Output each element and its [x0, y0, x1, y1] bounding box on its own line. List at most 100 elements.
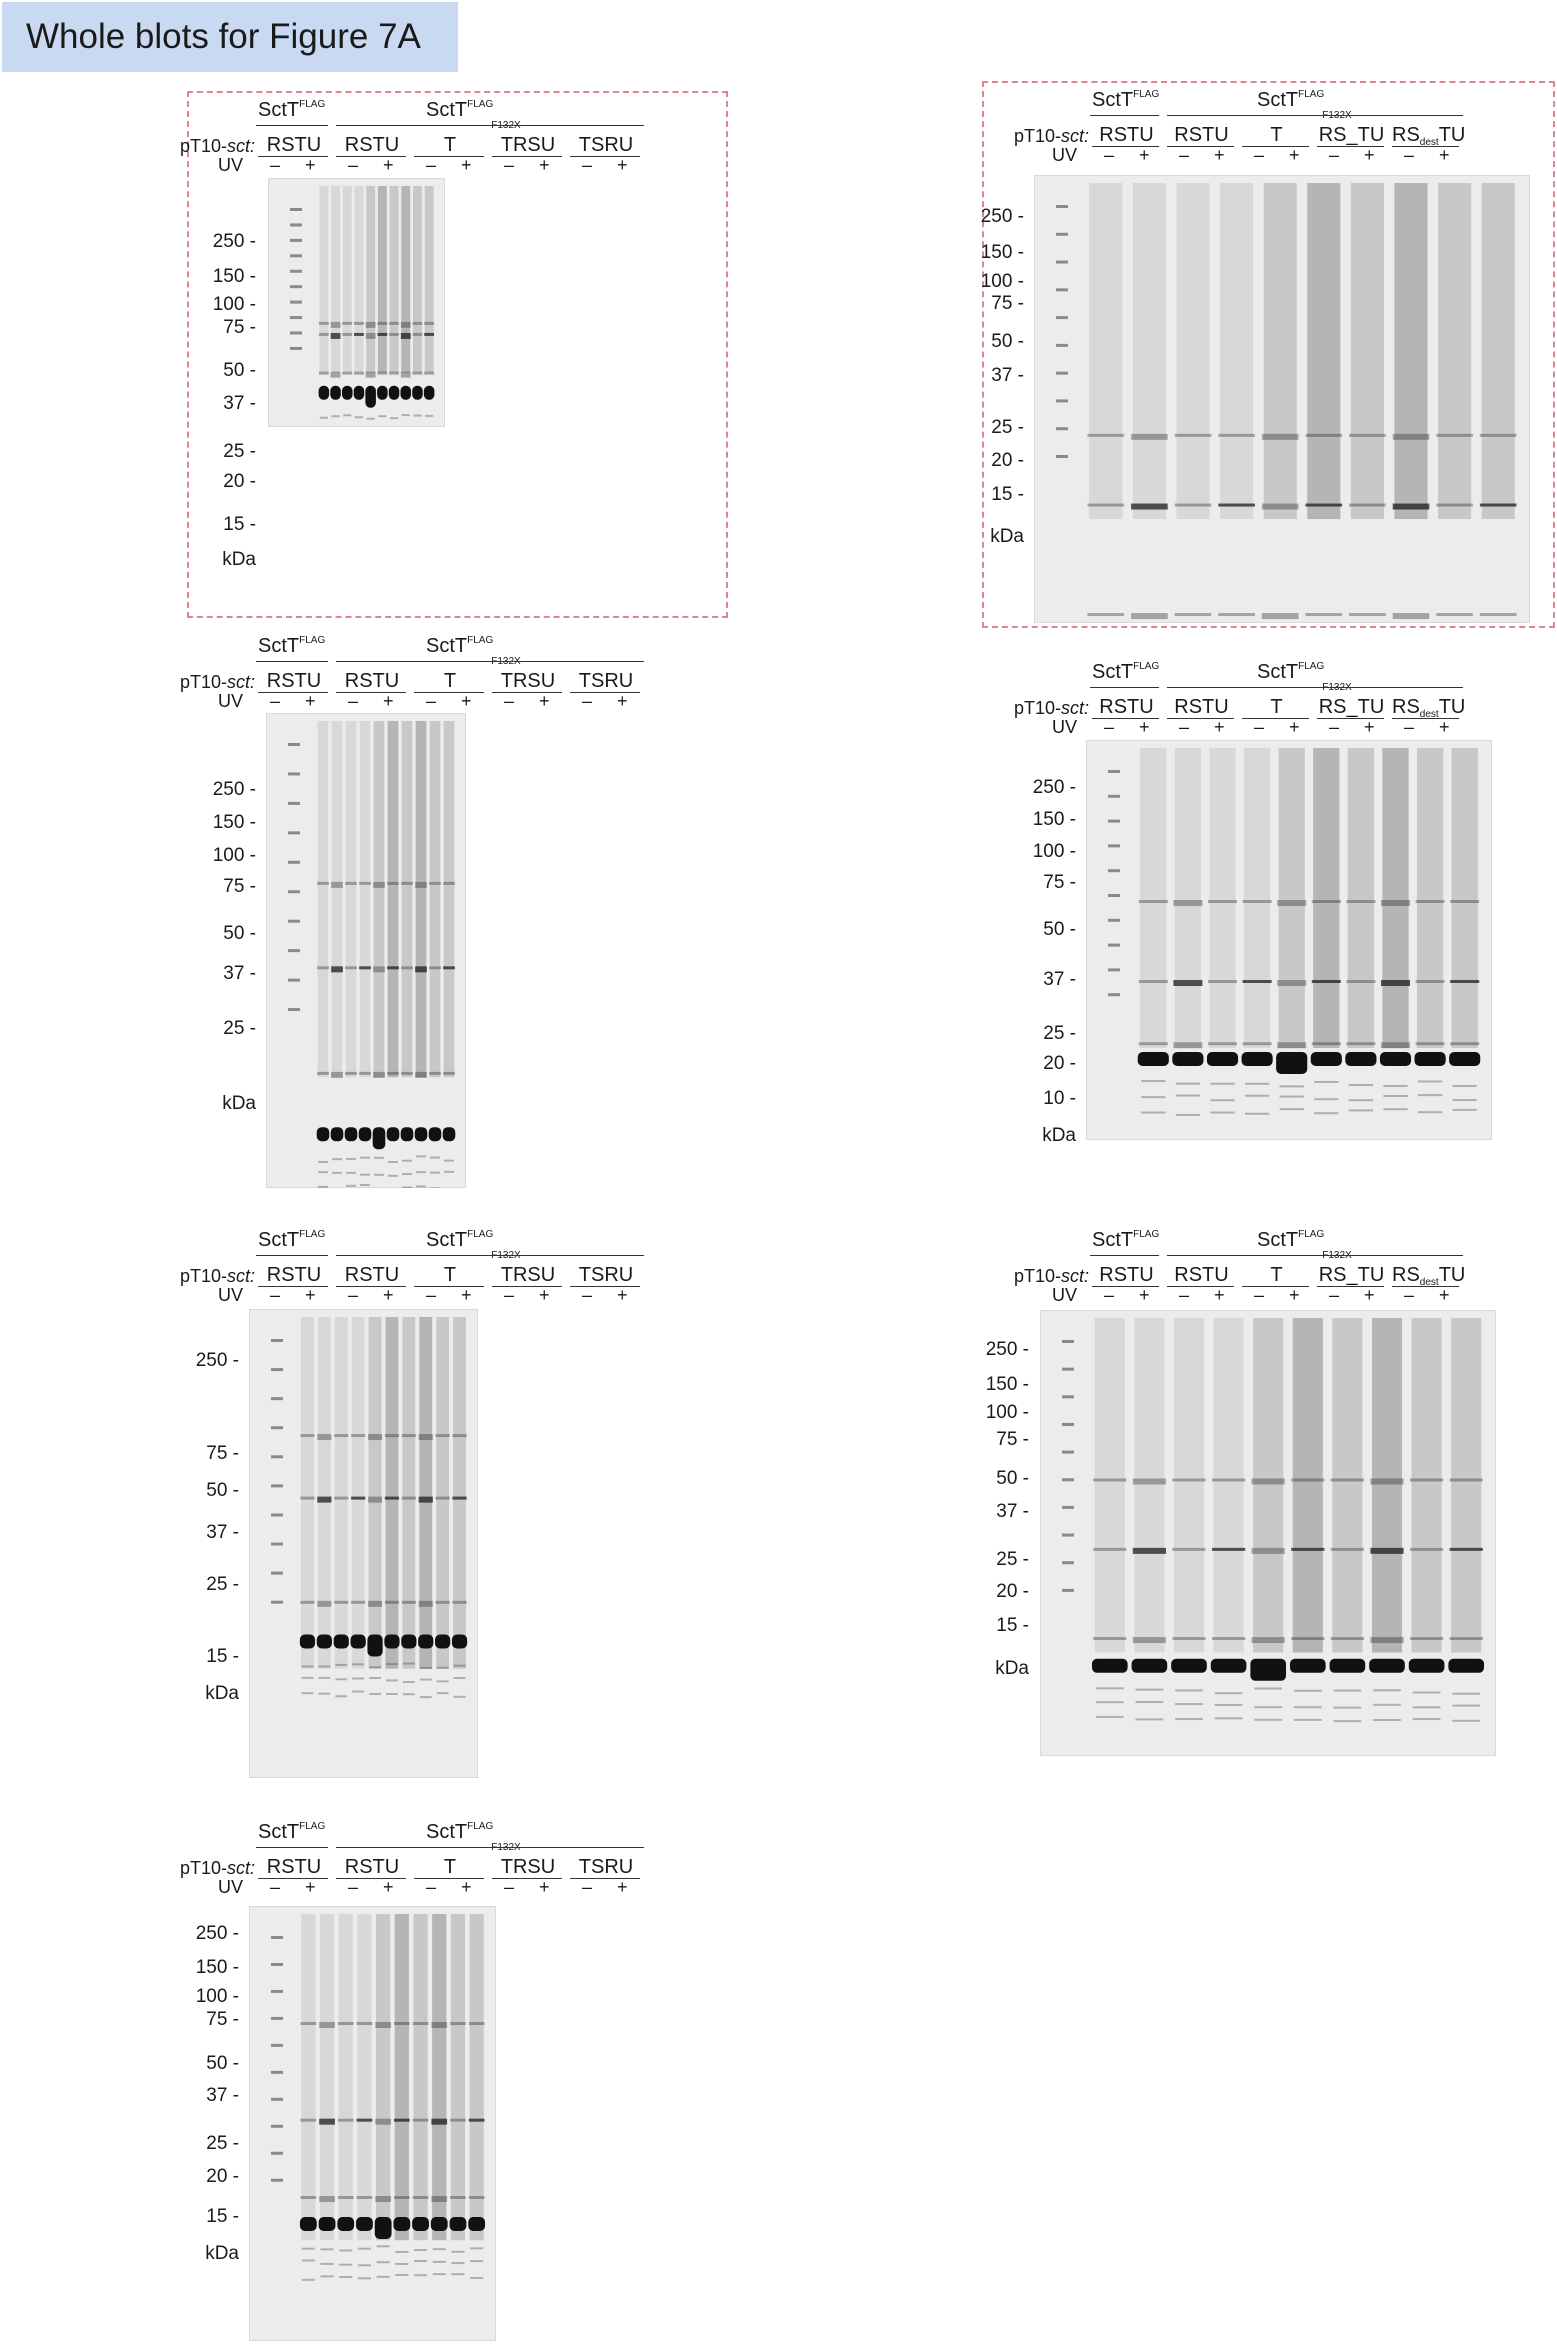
blot-image: [1040, 1310, 1496, 1756]
plasmid-italic: sct:: [1061, 1266, 1090, 1286]
minor-band: [412, 371, 423, 375]
wt-label-text: SctT: [1092, 661, 1134, 683]
kda-label: kDa: [205, 1683, 239, 1704]
uv-plus: +: [1214, 717, 1225, 737]
minor-band: [1415, 980, 1445, 983]
lane-smear: [1253, 1318, 1284, 1653]
lower-band: [386, 1663, 398, 1666]
flag-sup: FLAG: [299, 635, 326, 646]
lower-band: [369, 1677, 381, 1680]
size-marker: 50 -: [991, 331, 1024, 352]
uv-plus: +: [383, 691, 394, 711]
minor-band: [1131, 433, 1168, 440]
minor-band: [1174, 503, 1212, 507]
ladder-band: [1108, 894, 1120, 897]
size-marker: 25 -: [1043, 1023, 1076, 1044]
rsdest-a: RS: [1392, 696, 1420, 718]
lane-smear: [1292, 1318, 1323, 1653]
plasmid-italic: sct:: [227, 136, 256, 156]
minor-band: [1450, 900, 1480, 903]
uv-plus: +: [617, 155, 628, 175]
lane-smear: [338, 1914, 353, 2241]
lane-smear: [359, 721, 371, 1078]
ladder-band: [288, 743, 300, 746]
uv-plus: +: [539, 155, 550, 175]
blot-bands: [288, 721, 456, 1188]
lower-band: [1135, 1700, 1164, 1703]
flag-sup: FLAG: [467, 1229, 494, 1240]
ladder-band: [271, 1426, 283, 1430]
minor-band: [1415, 900, 1445, 903]
main-band: [353, 385, 365, 400]
lane-smear: [1411, 1318, 1442, 1653]
lane-group-underline: [1392, 1286, 1459, 1288]
minor-band: [1138, 900, 1168, 903]
minor-band: [387, 966, 399, 970]
kda-label: kDa: [222, 1093, 256, 1114]
uv-plus: +: [1439, 145, 1450, 165]
main-band: [468, 2217, 486, 2231]
lower-band: [401, 414, 410, 417]
lower-band: [1417, 1111, 1443, 1114]
mut-underline: [336, 1847, 644, 1849]
lane-group-underline: [1167, 1286, 1234, 1288]
plasmid-prefix: pT10-: [180, 672, 228, 692]
lower-band: [301, 1676, 314, 1679]
lane-smear: [1416, 748, 1444, 1048]
main-band: [1449, 1052, 1481, 1066]
minor-band: [1349, 613, 1386, 617]
lower-band: [419, 1666, 432, 1669]
lower-band: [444, 1159, 454, 1162]
lane-group-underline: [492, 1878, 562, 1880]
lower-band: [1175, 1113, 1201, 1116]
lower-band: [388, 1161, 398, 1164]
lower-band: [1279, 1095, 1304, 1098]
uv-minus: –: [348, 691, 359, 711]
blot-bands: [271, 1914, 486, 2281]
lower-band: [352, 1677, 365, 1680]
main-band: [344, 1127, 358, 1142]
mut-underline: [336, 661, 644, 663]
lane-smear: [334, 1317, 348, 1669]
lower-band: [354, 416, 364, 419]
lane-smear: [1220, 183, 1254, 519]
ladder-band: [1056, 288, 1068, 292]
ladder-band: [271, 1513, 283, 1517]
size-marker: 25 -: [206, 2133, 239, 2154]
lane-group-label: RSTU: [344, 670, 400, 692]
lower-band: [470, 2260, 484, 2263]
lower-band: [1214, 1692, 1243, 1695]
lane-smear: [342, 186, 352, 373]
minor-band: [1479, 613, 1517, 617]
minor-band: [418, 1600, 433, 1607]
uv-plus: +: [1214, 145, 1225, 165]
uv-minus: –: [1254, 717, 1265, 737]
minor-band: [429, 966, 441, 970]
minor-band: [318, 321, 329, 325]
lower-band: [331, 415, 340, 418]
lower-band: [432, 2273, 446, 2276]
uv-minus: –: [582, 1285, 593, 1305]
minor-band: [356, 2118, 373, 2122]
lane-group-label: RSTU: [266, 134, 322, 156]
ladder-band: [271, 1936, 283, 1939]
minor-band: [1211, 1478, 1246, 1482]
lower-band: [414, 2274, 428, 2277]
blot-bands: [1062, 1318, 1485, 1723]
lane-smear: [1173, 1318, 1205, 1653]
lower-band: [419, 1696, 432, 1699]
minor-band: [1207, 900, 1238, 903]
lane-group-underline: [336, 156, 406, 158]
lane-group-underline: [414, 1286, 484, 1288]
main-band: [451, 1634, 468, 1649]
lower-band: [1141, 1096, 1166, 1099]
size-marker: 100 -: [195, 1986, 239, 2007]
lower-band: [318, 1185, 328, 1188]
lane-group-underline: [1392, 146, 1459, 148]
minor-band: [1172, 1547, 1206, 1551]
lower-band: [444, 1170, 454, 1173]
minor-band: [1311, 900, 1341, 903]
lane-group-underline: [1317, 718, 1384, 720]
minor-band: [418, 1434, 433, 1441]
minor-band: [356, 2022, 373, 2025]
